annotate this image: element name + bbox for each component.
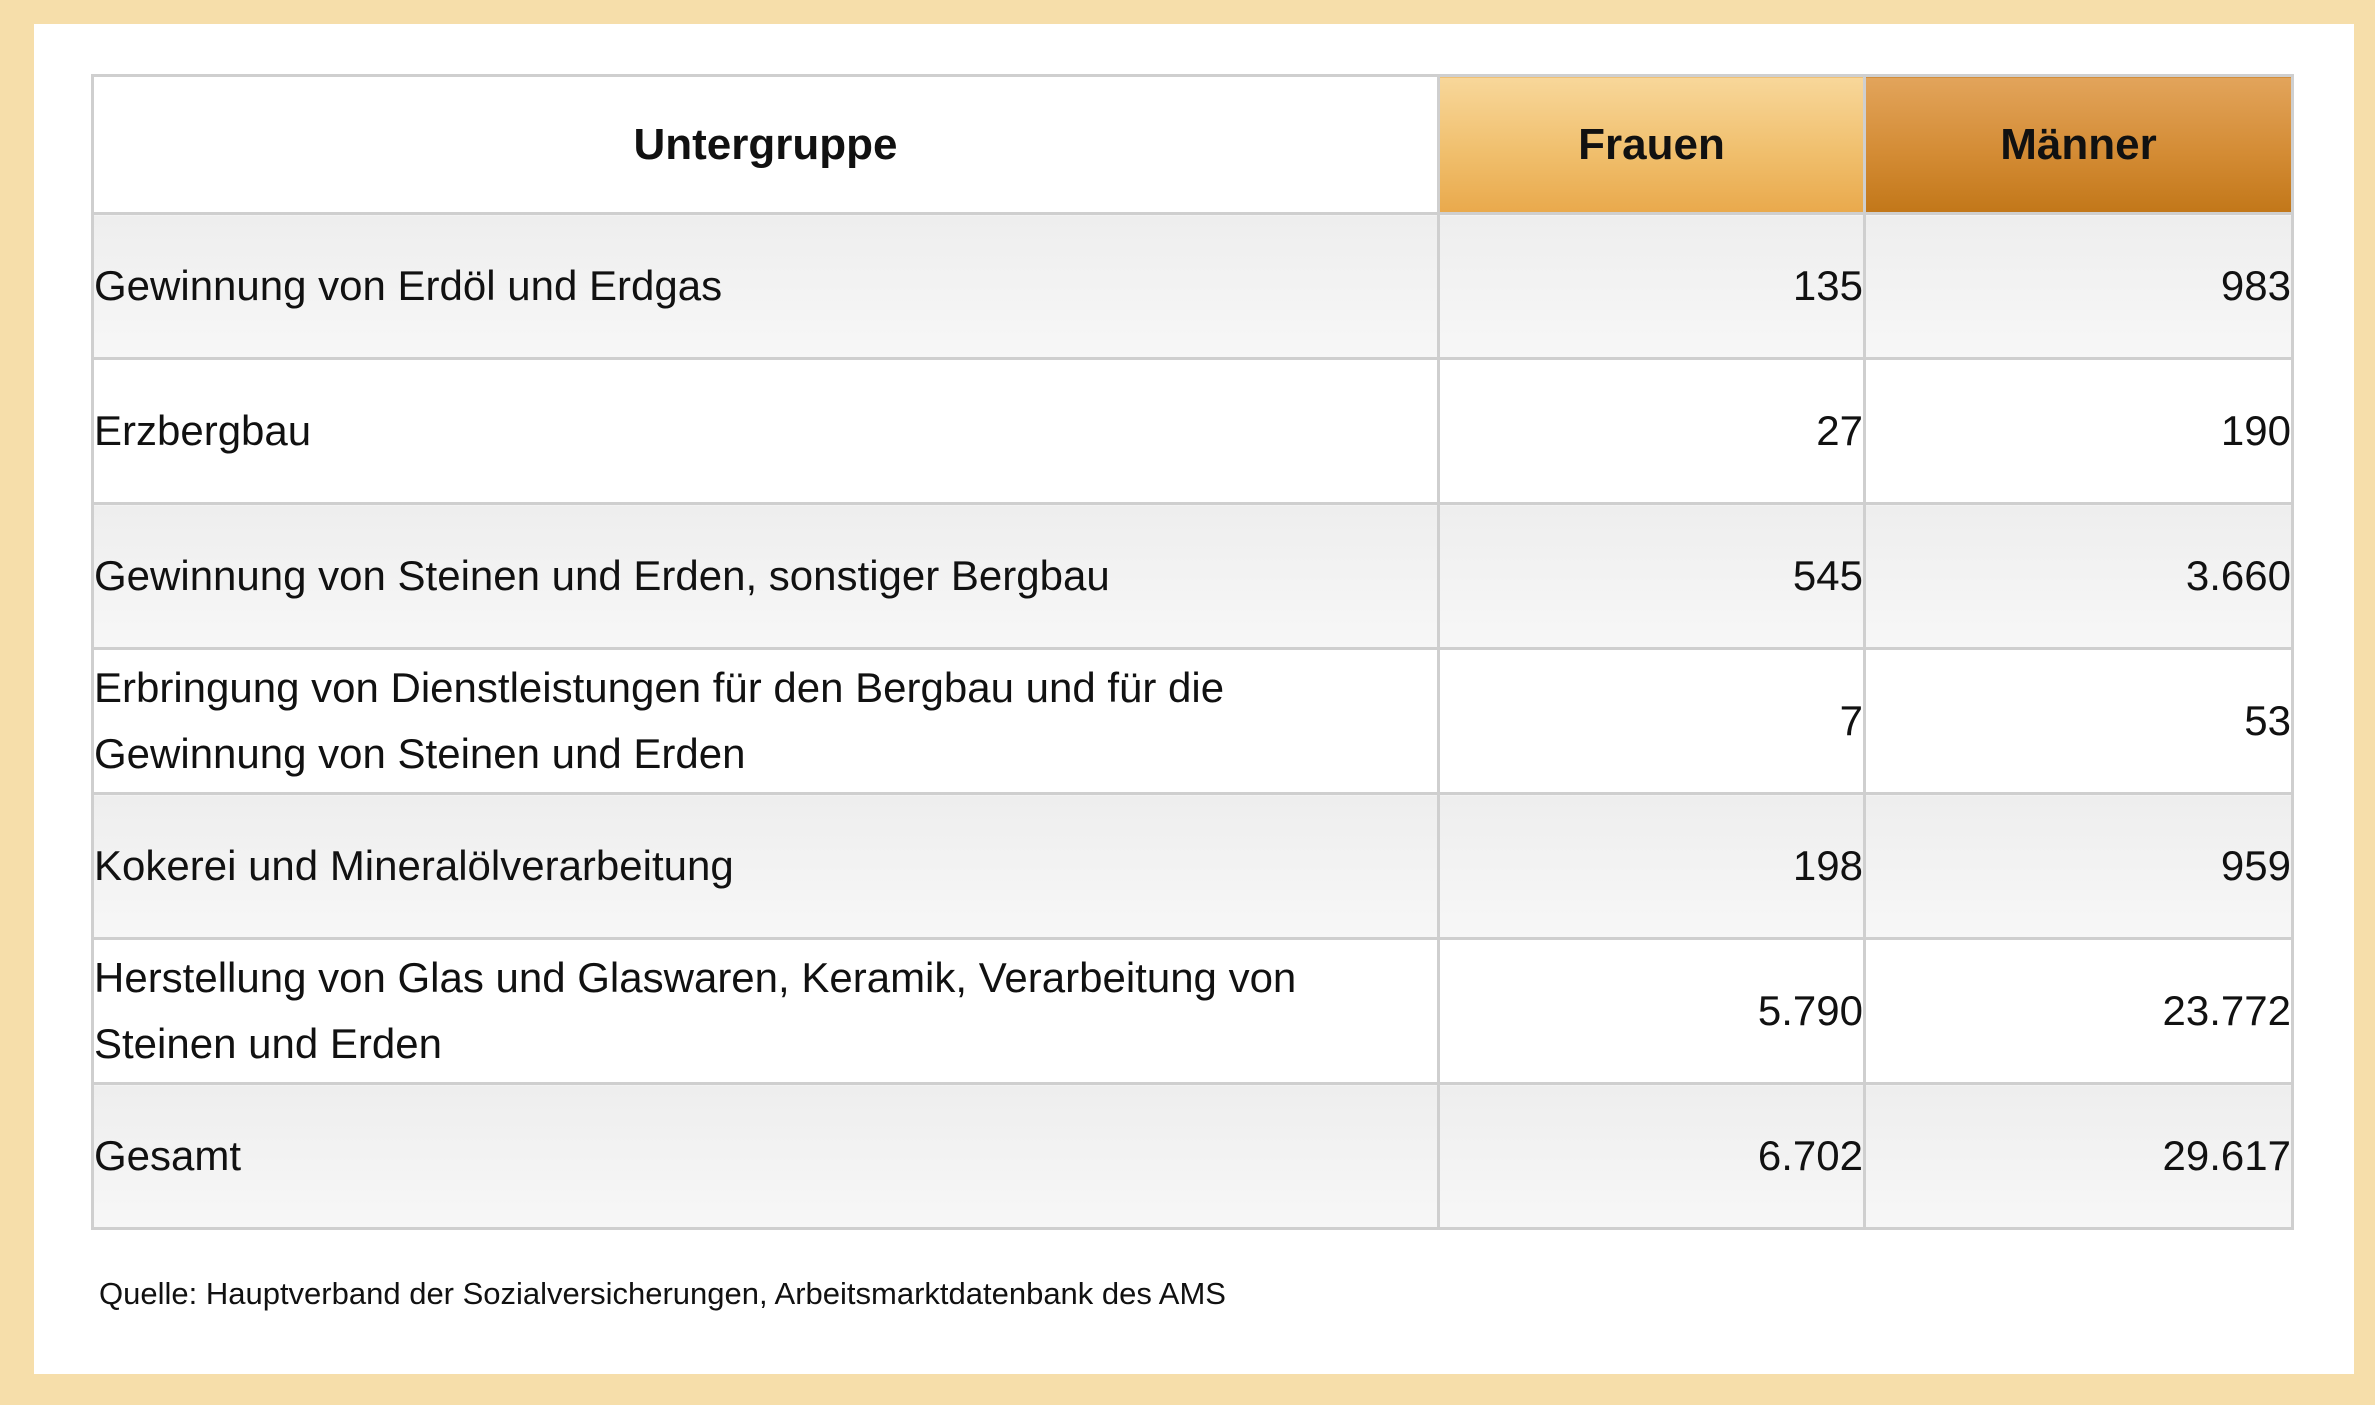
content-card: Untergruppe Frauen Männer Gewinnung von …: [34, 24, 2354, 1374]
data-table: Untergruppe Frauen Männer Gewinnung von …: [91, 74, 2294, 1230]
row-label: Gewinnung von Steinen und Erden, sonstig…: [91, 502, 1440, 650]
row-frauen-value: 7: [1437, 647, 1866, 795]
row-frauen-value: 6.702: [1437, 1082, 1866, 1230]
table-row-total: Gesamt 6.702 29.617: [91, 1082, 2294, 1230]
row-frauen-value: 135: [1437, 212, 1866, 360]
row-maenner-value: 23.772: [1863, 937, 2294, 1085]
row-frauen-value: 5.790: [1437, 937, 1866, 1085]
header-untergruppe: Untergruppe: [91, 74, 1440, 215]
table-row: Gewinnung von Steinen und Erden, sonstig…: [91, 502, 2294, 650]
row-frauen-value: 27: [1437, 357, 1866, 505]
table-row: Herstellung von Glas und Glaswaren, Kera…: [91, 937, 2294, 1085]
header-frauen: Frauen: [1437, 74, 1866, 215]
row-label: Gewinnung von Erdöl und Erdgas: [91, 212, 1440, 360]
row-frauen-value: 198: [1437, 792, 1866, 940]
row-frauen-value: 545: [1437, 502, 1866, 650]
row-label: Kokerei und Mineralölverarbeitung: [91, 792, 1440, 940]
table-header-row: Untergruppe Frauen Männer: [91, 74, 2294, 215]
row-maenner-value: 190: [1863, 357, 2294, 505]
table-row: Gewinnung von Erdöl und Erdgas 135 983: [91, 212, 2294, 360]
row-maenner-value: 53: [1863, 647, 2294, 795]
row-maenner-value: 959: [1863, 792, 2294, 940]
table-row: Kokerei und Mineralölverarbeitung 198 95…: [91, 792, 2294, 940]
table-row: Erbringung von Dienstleistungen für den …: [91, 647, 2294, 795]
row-label: Erzbergbau: [91, 357, 1440, 505]
row-maenner-value: 29.617: [1863, 1082, 2294, 1230]
row-maenner-value: 3.660: [1863, 502, 2294, 650]
row-label: Gesamt: [91, 1082, 1440, 1230]
row-maenner-value: 983: [1863, 212, 2294, 360]
table-row: Erzbergbau 27 190: [91, 357, 2294, 505]
header-maenner: Männer: [1863, 74, 2294, 215]
row-label: Herstellung von Glas und Glaswaren, Kera…: [91, 937, 1440, 1085]
row-label: Erbringung von Dienstleistungen für den …: [91, 647, 1440, 795]
source-note: Quelle: Hauptverband der Sozialversicher…: [99, 1276, 1226, 1311]
